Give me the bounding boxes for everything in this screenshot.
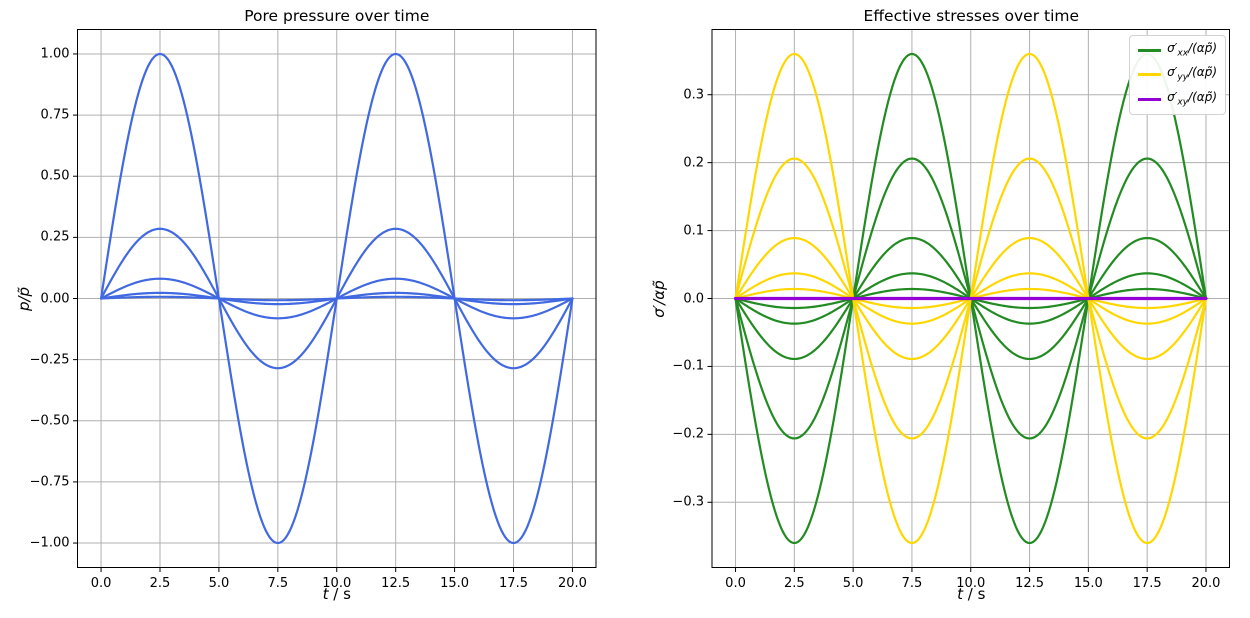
- x-tick-label: 7.5: [267, 575, 289, 591]
- right-xaxis-label: t / s: [957, 585, 985, 603]
- y-tick-label: −0.75: [29, 474, 70, 490]
- x-tick-label: 2.5: [783, 575, 805, 591]
- y-tick-label: −0.1: [672, 358, 704, 374]
- y-tick-label: −0.50: [29, 413, 70, 429]
- x-tick-label: 15.0: [1073, 575, 1103, 591]
- legend: σ′xx/(αp̃) σ′yy/(αp̃) σ′xy/(αp̃): [1129, 35, 1226, 115]
- left-plot-title: Pore pressure over time: [244, 7, 430, 25]
- left-xaxis-label-unit: / s: [328, 585, 351, 603]
- y-tick-label: 0.3: [683, 87, 704, 103]
- legend-label-yy: σ′yy/(αp̃): [1167, 65, 1217, 83]
- left-xaxis-label: t / s: [323, 585, 351, 603]
- x-tick-label: 0.0: [725, 575, 746, 591]
- left-yaxis-label: p/p̃: [15, 286, 33, 311]
- right-yaxis-label: σ′/αp̃: [650, 279, 668, 318]
- y-tick-label: 0.0: [683, 291, 704, 306]
- y-tick-label: −0.25: [29, 352, 70, 368]
- x-tick-label: 12.5: [1015, 575, 1045, 591]
- x-tick-label: 12.5: [381, 575, 411, 591]
- x-tick-label: 17.5: [1132, 575, 1162, 591]
- legend-line-xx: [1138, 49, 1162, 53]
- legend-row-xx: σ′xx/(αp̃): [1138, 41, 1217, 59]
- y-tick-label: 0.25: [40, 229, 70, 245]
- legend-row-xy: σ′xy/(αp̃): [1138, 89, 1217, 108]
- x-tick-label: 5.0: [208, 575, 230, 591]
- y-tick-label: 0.1: [683, 223, 704, 239]
- x-tick-label: 5.0: [842, 575, 864, 591]
- legend-line-xy: [1138, 97, 1162, 101]
- left-xaxis-label-var: t: [322, 585, 329, 603]
- y-tick-label: 0.50: [40, 168, 70, 184]
- x-tick-label: 20.0: [557, 575, 587, 591]
- y-tick-label: −0.2: [672, 426, 704, 442]
- y-tick-label: 1.00: [40, 46, 70, 62]
- x-tick-label: 10.0: [322, 575, 352, 591]
- legend-row-yy: σ′yy/(αp̃): [1138, 66, 1217, 83]
- y-tick-label: 0.2: [683, 155, 704, 171]
- right-xaxis-label-var: t: [957, 585, 964, 603]
- x-tick-label: 15.0: [440, 575, 470, 591]
- x-tick-label: 7.5: [901, 575, 923, 591]
- x-tick-label: 20.0: [1191, 575, 1221, 591]
- legend-line-yy: [1138, 73, 1162, 77]
- x-tick-label: 2.5: [149, 575, 171, 591]
- y-tick-label: −0.3: [672, 494, 704, 510]
- y-tick-label: 0.75: [40, 107, 70, 123]
- right-xaxis-label-unit: / s: [963, 585, 986, 603]
- x-tick-label: 0.0: [90, 575, 112, 591]
- right-plot-title: Effective stresses over time: [863, 7, 1080, 25]
- pore-pressure-curve: [99, 295, 574, 302]
- legend-label-xx: σ′xx/(αp̃): [1167, 41, 1217, 59]
- legend-label-xy: σ′xy/(αp̃): [1167, 89, 1217, 107]
- y-tick-label: −1.00: [29, 535, 70, 551]
- x-tick-label: 17.5: [499, 575, 528, 591]
- y-tick-label: 0.00: [40, 291, 70, 306]
- x-tick-label: 10.0: [956, 575, 986, 591]
